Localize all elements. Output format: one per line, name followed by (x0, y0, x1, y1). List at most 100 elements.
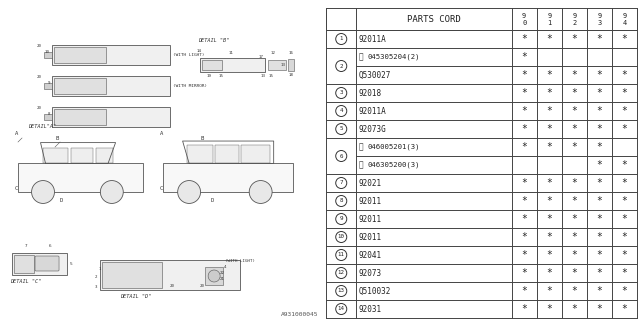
Text: 10: 10 (45, 50, 50, 54)
Text: 3: 3 (597, 20, 602, 26)
Text: 9: 9 (547, 13, 552, 19)
Text: *: * (521, 304, 527, 314)
Bar (54, 47, 106, 63)
Circle shape (100, 180, 124, 204)
Text: 046305200(3): 046305200(3) (367, 162, 420, 168)
Bar (100, 260, 240, 290)
Text: 7: 7 (25, 244, 28, 248)
Bar (241, 145, 270, 164)
Text: *: * (621, 286, 627, 296)
Circle shape (336, 303, 347, 315)
Circle shape (336, 178, 347, 188)
Text: *: * (621, 268, 627, 278)
Text: B: B (55, 136, 58, 141)
Text: *: * (621, 106, 627, 116)
Text: *: * (547, 178, 552, 188)
Circle shape (336, 87, 347, 99)
Text: Q510032: Q510032 (358, 286, 390, 295)
Text: 6: 6 (49, 244, 51, 248)
Text: *: * (596, 178, 602, 188)
Text: *: * (521, 34, 527, 44)
Text: 92011A: 92011A (358, 35, 386, 44)
Text: Ⓢ: Ⓢ (358, 161, 363, 170)
Circle shape (336, 268, 347, 278)
Text: 92021: 92021 (358, 179, 381, 188)
Text: *: * (621, 124, 627, 134)
Bar (54, 109, 106, 125)
Text: A: A (15, 131, 19, 136)
Text: *: * (572, 304, 577, 314)
Text: 3: 3 (339, 91, 343, 95)
Text: 20: 20 (37, 106, 42, 110)
Text: *: * (596, 304, 602, 314)
Text: 0: 0 (522, 20, 526, 26)
Circle shape (336, 106, 347, 116)
Text: 19: 19 (206, 74, 211, 78)
Text: 22: 22 (220, 271, 225, 275)
Text: *: * (547, 286, 552, 296)
Circle shape (178, 180, 200, 204)
Bar (52, 107, 170, 127)
Text: *: * (572, 196, 577, 206)
Bar (44, 83, 52, 89)
Circle shape (208, 270, 220, 282)
Bar (288, 59, 294, 71)
Text: *: * (621, 160, 627, 170)
Text: 2: 2 (339, 63, 343, 68)
Text: *: * (521, 214, 527, 224)
Circle shape (336, 124, 347, 134)
Text: *: * (621, 88, 627, 98)
Text: 15: 15 (218, 74, 223, 78)
Text: 92011: 92011 (358, 196, 381, 205)
Text: 9: 9 (572, 13, 577, 19)
Text: 15: 15 (268, 74, 273, 78)
Text: *: * (572, 34, 577, 44)
Text: *: * (547, 70, 552, 80)
Text: 13: 13 (338, 289, 345, 293)
Text: DETAIL "C": DETAIL "C" (10, 279, 41, 284)
Text: *: * (521, 142, 527, 152)
Text: (WITH LIGHT): (WITH LIGHT) (225, 259, 255, 263)
Text: *: * (621, 304, 627, 314)
Text: *: * (572, 232, 577, 242)
Circle shape (31, 180, 54, 204)
Text: *: * (521, 70, 527, 80)
Text: *: * (572, 88, 577, 98)
Text: *: * (547, 268, 552, 278)
Text: DETAIL "B": DETAIL "B" (198, 38, 229, 43)
Text: *: * (547, 34, 552, 44)
Bar (186, 145, 212, 164)
Circle shape (336, 150, 347, 162)
Text: 14: 14 (338, 307, 345, 311)
Text: *: * (547, 250, 552, 260)
Text: *: * (621, 70, 627, 80)
Text: C: C (15, 186, 19, 191)
Text: *: * (596, 88, 602, 98)
Text: 6: 6 (339, 154, 343, 158)
Text: Q530027: Q530027 (358, 70, 390, 79)
FancyBboxPatch shape (35, 256, 59, 271)
Text: *: * (596, 142, 602, 152)
Text: *: * (596, 232, 602, 242)
Bar (44, 52, 52, 58)
Text: *: * (547, 124, 552, 134)
Text: *: * (621, 232, 627, 242)
Bar (18, 164, 143, 192)
Text: 8: 8 (339, 198, 343, 204)
Text: 1: 1 (547, 20, 552, 26)
Text: *: * (621, 178, 627, 188)
Text: 5: 5 (339, 126, 343, 132)
Text: *: * (596, 268, 602, 278)
Text: *: * (572, 178, 577, 188)
Bar (202, 60, 222, 70)
Text: *: * (596, 286, 602, 296)
Text: *: * (572, 286, 577, 296)
Text: 9: 9 (522, 13, 526, 19)
Text: *: * (547, 304, 552, 314)
Text: *: * (596, 106, 602, 116)
Bar (163, 164, 293, 192)
Text: (WITH LIGHT): (WITH LIGHT) (173, 53, 205, 57)
Text: *: * (521, 268, 527, 278)
Bar (200, 58, 265, 72)
Circle shape (336, 196, 347, 206)
